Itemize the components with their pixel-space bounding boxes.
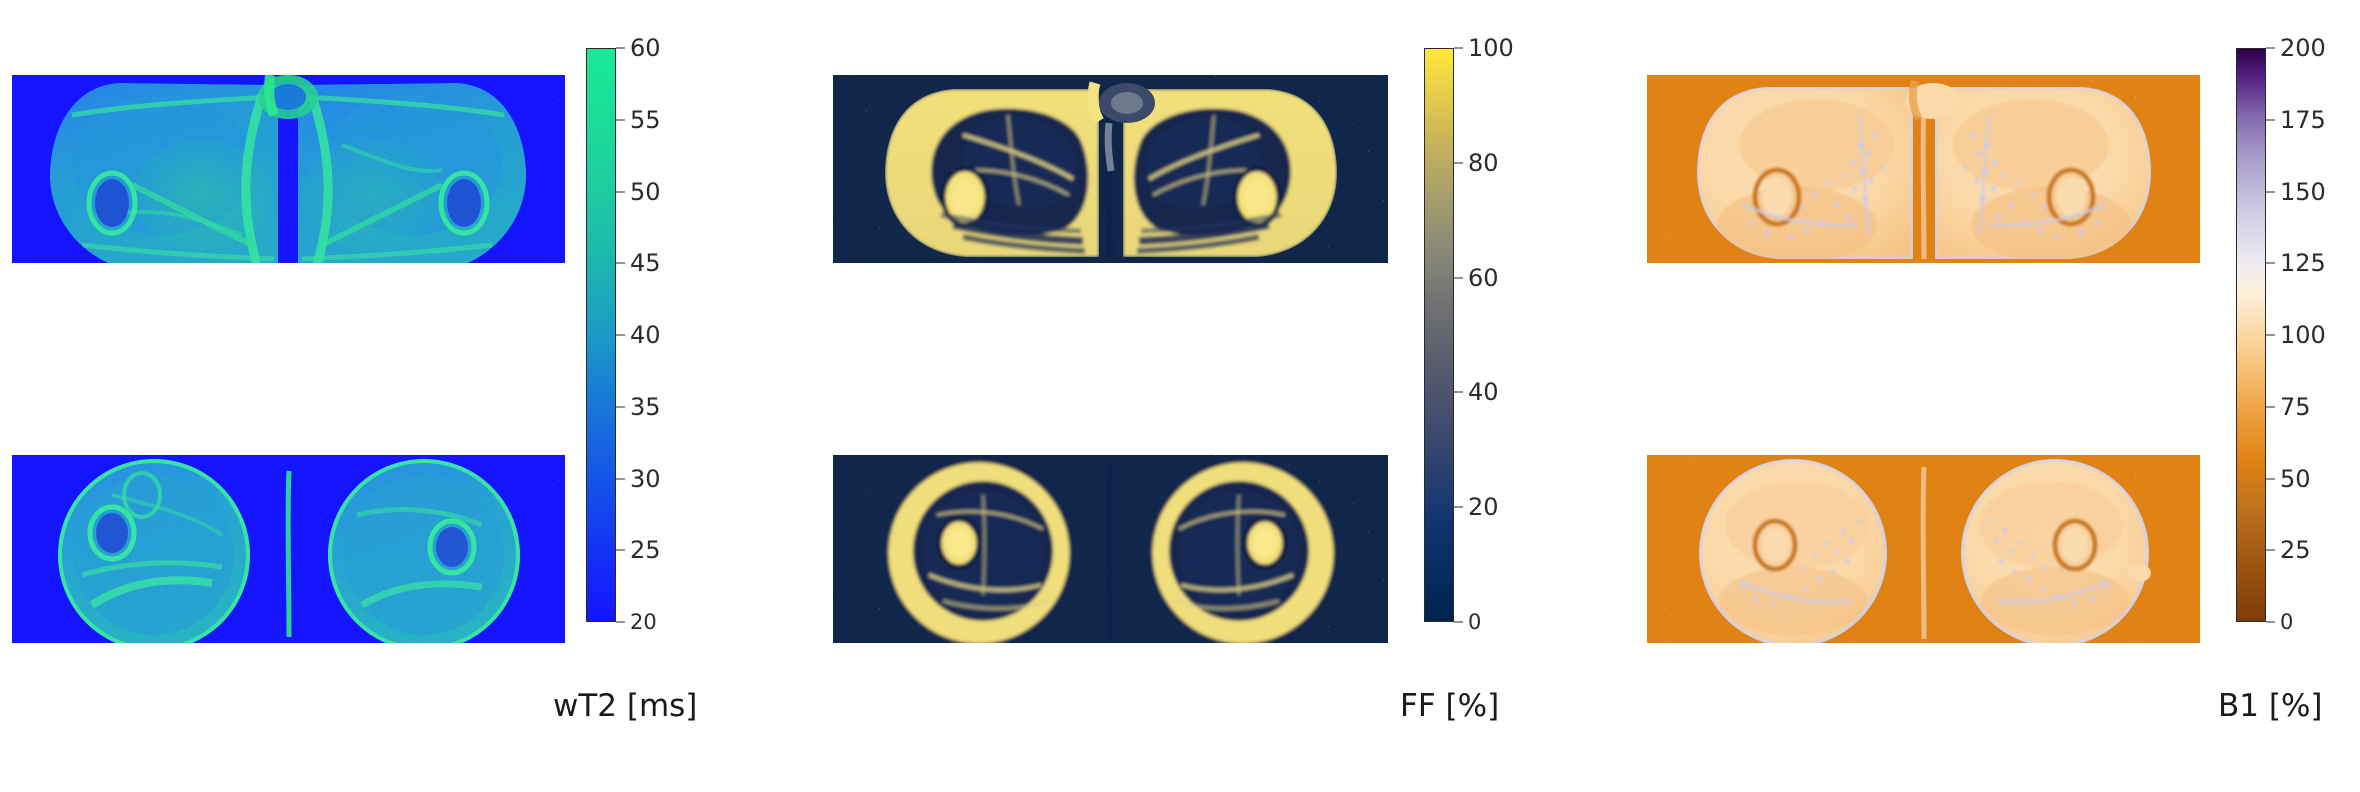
tick [2266,119,2275,121]
colorbar-ff-gradient[interactable] [1424,48,1454,622]
tick [2266,191,2275,192]
tick-label: 175 [2280,105,2326,134]
tick-label: 40 [630,321,661,349]
panel-ff-proximal [833,75,1388,263]
tick-label: 60 [1468,263,1499,292]
tick [2266,478,2275,479]
tick-label: 50 [2280,464,2311,493]
tick [616,549,625,551]
tick-label: 50 [630,177,661,206]
colorbar-wt2-title: wT2 [ms] [553,688,698,724]
tick [1454,277,1463,279]
tick-label: 55 [630,105,661,134]
tick [616,406,625,408]
ff-proximal-image [833,75,1388,263]
tick-label: 25 [2280,536,2311,565]
tick-label: 45 [630,249,661,278]
b1-distal-image [1647,455,2200,643]
tick [616,47,625,49]
colorbar-wt2-gradient[interactable] [586,48,616,622]
tick-label: 100 [2280,321,2326,349]
tick [2266,262,2275,264]
tick-label: 200 [2280,34,2326,62]
panel-b1-proximal [1647,75,2200,263]
tick-label: 75 [2280,392,2311,421]
b1-proximal-image [1647,75,2200,263]
colorbar-ff-title: FF [%] [1400,688,1500,724]
tick-label: 150 [2280,177,2326,206]
tick [1454,621,1463,623]
wt2-distal-image [12,455,565,643]
tick-label: 25 [630,536,661,565]
tick [616,191,625,192]
wt2-proximal-image [12,75,565,263]
tick [2266,334,2275,336]
tick [1454,47,1463,49]
panel-ff-distal [833,455,1388,643]
tick [1454,391,1463,393]
tick-label: 60 [630,34,661,62]
tick-label: 20 [1468,493,1499,522]
tick-label: 30 [630,464,661,493]
tick [2266,549,2275,551]
panel-b1-distal [1647,455,2200,643]
tick-label: 80 [1468,148,1499,177]
tick-label: 125 [2280,249,2326,278]
ff-distal-image [833,455,1388,643]
tick [2266,406,2275,408]
tick [2266,621,2275,623]
tick-label: 40 [1468,378,1499,407]
tick [1454,506,1463,508]
colorbar-b1-gradient[interactable] [2236,48,2266,622]
panel-wt2-distal [12,455,565,643]
tick [1454,162,1463,164]
tick-label: 0 [2280,610,2294,634]
tick-label: 100 [1468,34,1514,62]
tick-label: 35 [630,392,661,421]
tick-label: 0 [1468,610,1482,634]
tick-label: 20 [630,610,657,634]
tick [616,478,625,479]
tick [616,334,625,336]
panel-wt2-proximal [12,75,565,263]
tick [2266,47,2275,49]
tick [616,621,625,623]
tick [616,262,625,264]
tick [616,119,625,121]
colorbar-b1-title: B1 [%] [2218,688,2323,724]
